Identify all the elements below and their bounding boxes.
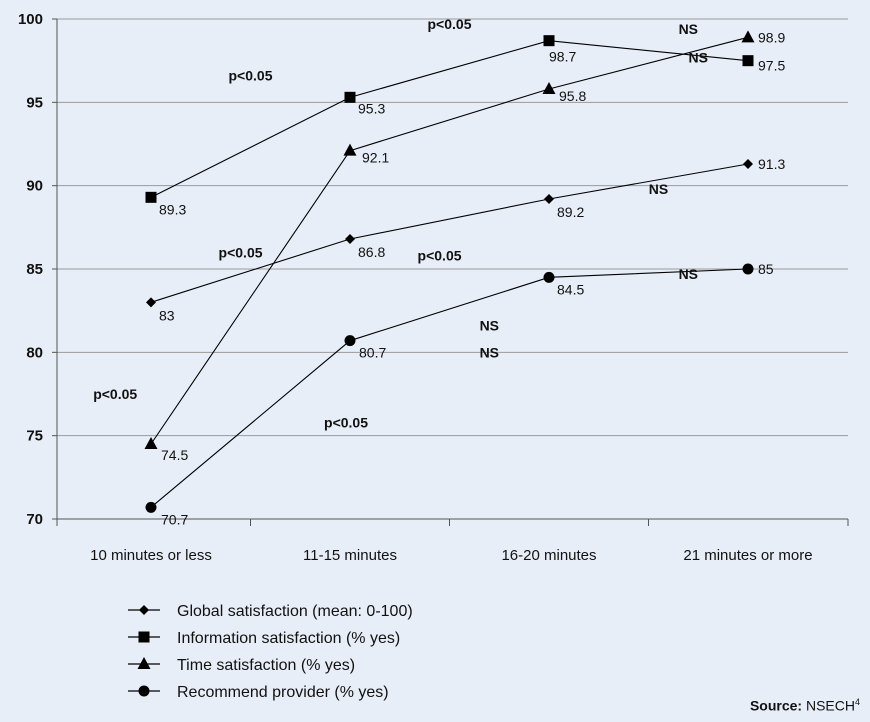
data-label-circle-4: 85 [758, 261, 774, 277]
annotation-8: NS [679, 266, 698, 282]
legend-marker-square [138, 631, 150, 643]
data-point-square-1 [145, 191, 157, 203]
data-point-triangle-2 [343, 143, 357, 156]
x-tick-labels: 10 minutes or less 11-15 minutes 16-20 min… [90, 547, 812, 564]
source-text: NSECH [805, 697, 855, 714]
x-tick-label-4: 21 minutes or more [683, 547, 812, 564]
annotation-7: NS [649, 181, 668, 197]
data-point-triangle-3 [542, 82, 556, 94]
y-tick-label-75: 75 [26, 428, 43, 445]
data-point-diamond-2 [345, 234, 355, 244]
annotation-4: NS [689, 49, 708, 65]
source-note: Source: NSECH4 [750, 697, 860, 714]
legend-marker-triangle [137, 657, 151, 669]
data-label-square-3: 98.7 [549, 49, 576, 65]
series-line-circle [150, 268, 749, 508]
annotation-2: p<0.05 [428, 16, 472, 32]
series-line-square [150, 40, 749, 198]
data-label-triangle-2: 92.1 [362, 150, 389, 166]
y-tick-label-70: 70 [26, 511, 43, 528]
data-label-triangle-4: 98.9 [758, 29, 785, 45]
data-label-circle-1: 70.7 [161, 511, 188, 527]
data-label-square-4: 97.5 [758, 58, 785, 74]
annotation-5: p<0.05 [219, 244, 263, 260]
data-point-triangle-1 [144, 437, 158, 449]
legend-marker-circle [138, 685, 150, 697]
series-line-triangle [150, 36, 749, 445]
annotation-3: NS [679, 21, 698, 37]
grid-lines [57, 18, 848, 437]
data-label-diamond-4: 91.3 [758, 156, 785, 172]
legend: Global satisfaction (mean: 0-100) Informa… [128, 603, 413, 701]
data-point-diamond-4 [743, 159, 753, 169]
annotation-11: p<0.05 [93, 386, 137, 402]
series-line-diamond [150, 163, 749, 303]
data-label-triangle-1: 74.5 [161, 447, 188, 463]
data-point-circle-3 [543, 271, 555, 283]
series-group [144, 30, 755, 513]
annotation-12: p<0.05 [324, 414, 368, 430]
y-tick-label-95: 95 [26, 94, 43, 111]
annotations: p<0.05 p<0.05 NS NS p<0.05 p<0.05 NS NS NS NS p<0.… [93, 16, 708, 430]
data-label-diamond-3: 89.2 [557, 204, 584, 220]
annotation-9: NS [480, 318, 499, 334]
data-point-diamond-3 [544, 194, 554, 204]
data-point-square-3 [543, 35, 555, 47]
legend-marker-diamond [139, 605, 149, 615]
x-tick-label-1: 10 minutes or less [90, 547, 212, 564]
legend-label-triangle: Time satisfaction (% yes) [177, 657, 355, 674]
legend-label-circle: Recommend provider (% yes) [177, 684, 389, 701]
data-point-square-2 [344, 91, 356, 103]
data-point-circle-2 [344, 335, 356, 347]
annotation-10: NS [480, 344, 499, 360]
y-tick-label-100: 100 [18, 11, 43, 28]
data-point-diamond-1 [146, 297, 156, 308]
data-label-circle-3: 84.5 [557, 281, 584, 297]
y-tick-labels: 70 75 80 85 90 95 100 [18, 11, 43, 528]
legend-label-square: Information satisfaction (% yes) [177, 630, 400, 647]
data-label-diamond-1: 83 [159, 307, 175, 323]
source-superscript: 4 [854, 697, 860, 707]
x-tick-label-2: 11-15 minutes [303, 547, 397, 564]
y-tick-label-80: 80 [26, 344, 43, 361]
axes [52, 18, 849, 526]
data-labels: 83 86.8 89.2 91.3 89.3 95.3 98.7 97.5 74.5 92.1 95… [159, 29, 785, 527]
y-tick-label-90: 90 [26, 178, 43, 195]
legend-label-diamond: Global satisfaction (mean: 0-100) [177, 603, 413, 620]
source-label: Source: [749, 697, 803, 714]
y-tick-label-85: 85 [26, 261, 43, 278]
data-point-circle-1 [145, 501, 157, 513]
annotation-6: p<0.05 [418, 248, 462, 264]
x-tick-label-3: 16-20 minutes [501, 547, 596, 564]
data-label-square-1: 89.3 [159, 201, 186, 217]
data-label-triangle-3: 95.8 [559, 88, 586, 104]
data-point-triangle-4 [741, 30, 755, 43]
data-label-square-2: 95.3 [358, 100, 385, 116]
data-point-square-4 [742, 55, 754, 67]
data-label-circle-2: 80.7 [359, 345, 386, 361]
data-point-circle-4 [742, 263, 754, 275]
data-label-diamond-2: 86.8 [358, 244, 385, 260]
annotation-1: p<0.05 [229, 68, 273, 84]
